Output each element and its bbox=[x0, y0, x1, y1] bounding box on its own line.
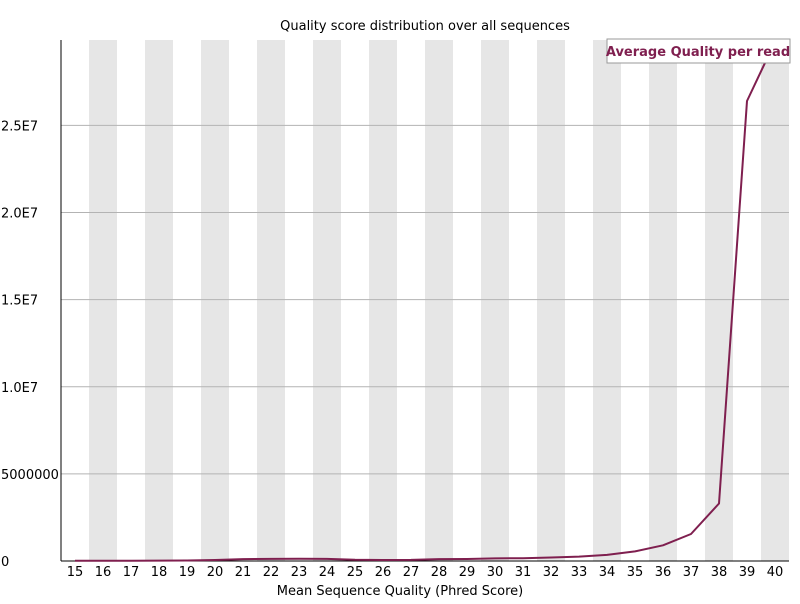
column-band bbox=[369, 40, 397, 561]
x-tick-label: 26 bbox=[375, 565, 392, 580]
x-tick-label: 36 bbox=[655, 565, 672, 580]
x-tick-label: 27 bbox=[403, 565, 420, 580]
x-tick-label: 15 bbox=[67, 565, 84, 580]
x-tick-label: 21 bbox=[235, 565, 252, 580]
x-tick-label: 35 bbox=[627, 565, 644, 580]
column-bands bbox=[89, 40, 789, 561]
legend-entry-average-quality: Average Quality per read bbox=[606, 45, 790, 60]
column-band bbox=[593, 40, 621, 561]
x-tick-label: 24 bbox=[319, 565, 336, 580]
x-tick-label: 38 bbox=[711, 565, 728, 580]
column-band bbox=[481, 40, 509, 561]
x-tick-label: 30 bbox=[487, 565, 504, 580]
chart-title: Quality score distribution over all sequ… bbox=[280, 19, 570, 34]
y-tick-label: 5000000 bbox=[1, 468, 59, 483]
column-band bbox=[145, 40, 173, 561]
x-tick-label: 28 bbox=[431, 565, 448, 580]
column-band bbox=[257, 40, 285, 561]
column-band bbox=[649, 40, 677, 561]
x-tick-label: 37 bbox=[683, 565, 700, 580]
y-tick-label: 2.5E7 bbox=[1, 119, 38, 134]
y-tick-labels: 0 5000000 1.0E7 1.5E7 2.0E7 2.5E7 bbox=[1, 119, 59, 570]
x-tick-label: 20 bbox=[207, 565, 224, 580]
legend: Average Quality per read bbox=[606, 39, 790, 63]
x-tick-label: 32 bbox=[543, 565, 560, 580]
x-tick-label: 25 bbox=[347, 565, 364, 580]
x-tick-label: 17 bbox=[123, 565, 140, 580]
y-tick-label: 1.5E7 bbox=[1, 294, 38, 309]
y-tick-label: 2.0E7 bbox=[1, 207, 38, 222]
x-tick-label: 16 bbox=[95, 565, 112, 580]
column-band bbox=[89, 40, 117, 561]
x-tick-label: 31 bbox=[515, 565, 532, 580]
x-tick-label: 18 bbox=[151, 565, 168, 580]
x-tick-label: 40 bbox=[767, 565, 784, 580]
x-tick-labels: 15 16 17 18 19 20 21 22 23 24 25 26 27 28 29 30 31 32 33 34… bbox=[67, 565, 784, 580]
x-axis-label: Mean Sequence Quality (Phred Score) bbox=[277, 584, 523, 599]
column-band bbox=[761, 40, 789, 561]
x-tick-label: 39 bbox=[739, 565, 756, 580]
x-tick-label: 29 bbox=[459, 565, 476, 580]
column-band bbox=[705, 40, 733, 561]
column-band bbox=[201, 40, 229, 561]
x-tick-label: 33 bbox=[571, 565, 588, 580]
y-tick-label: 1.0E7 bbox=[1, 381, 38, 396]
column-band bbox=[313, 40, 341, 561]
x-tick-label: 23 bbox=[291, 565, 308, 580]
x-tick-label: 34 bbox=[599, 565, 616, 580]
x-tick-label: 19 bbox=[179, 565, 196, 580]
x-tick-label: 22 bbox=[263, 565, 280, 580]
column-band bbox=[537, 40, 565, 561]
y-tick-label: 0 bbox=[1, 555, 9, 570]
column-band bbox=[425, 40, 453, 561]
